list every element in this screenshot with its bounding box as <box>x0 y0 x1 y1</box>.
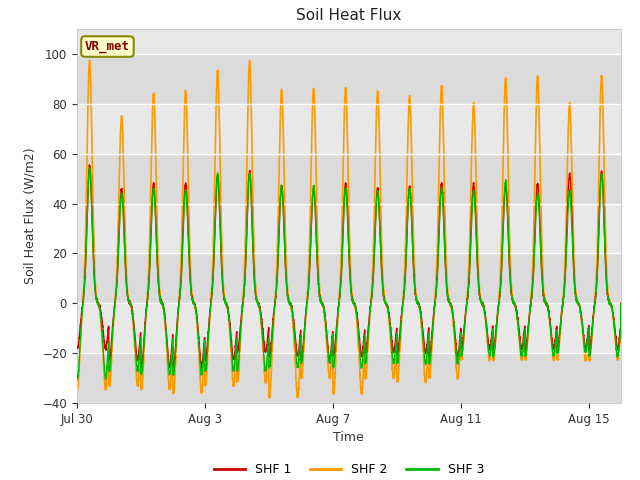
Bar <box>77 54 621 104</box>
Title: Soil Heat Flux: Soil Heat Flux <box>296 9 401 24</box>
Legend: SHF 1, SHF 2, SHF 3: SHF 1, SHF 2, SHF 3 <box>209 458 489 480</box>
Bar <box>77 353 621 403</box>
Bar <box>77 253 621 303</box>
Text: VR_met: VR_met <box>85 40 130 53</box>
Y-axis label: Soil Heat Flux (W/m2): Soil Heat Flux (W/m2) <box>24 148 36 284</box>
Bar <box>77 154 621 204</box>
X-axis label: Time: Time <box>333 432 364 444</box>
